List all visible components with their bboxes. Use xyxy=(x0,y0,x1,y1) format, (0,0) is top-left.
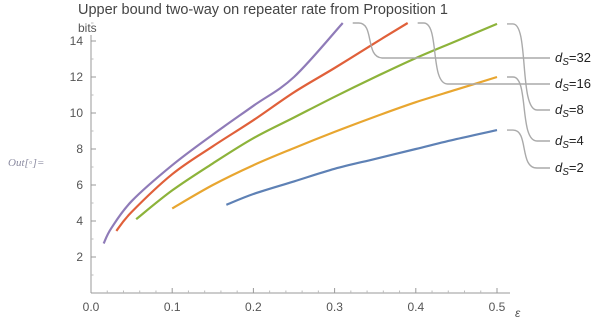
y-tick-label: 2 xyxy=(76,250,83,264)
x-tick-label: 0.3 xyxy=(326,300,343,314)
x-tick-label: 0.0 xyxy=(83,300,100,314)
x-tick-label: 0.1 xyxy=(164,300,181,314)
legend-label: dS=32 xyxy=(555,50,591,68)
y-tick-label: 4 xyxy=(76,214,83,228)
x-axis-label: ε xyxy=(515,306,521,320)
series-line-ds-4 xyxy=(171,75,498,210)
y-tick-label: 12 xyxy=(70,70,84,84)
legend-callout-line xyxy=(417,22,550,85)
x-tick-label: 0.4 xyxy=(407,300,424,314)
legend: dS=32 dS=16 dS=8 dS=4 dS=2 xyxy=(352,22,591,178)
y-tick-label: 14 xyxy=(70,34,84,48)
legend-callout-line xyxy=(507,23,550,111)
legend-callout-line xyxy=(507,129,550,169)
series-layer xyxy=(102,22,498,244)
legend-label: dS=8 xyxy=(555,102,584,120)
series-line-ds-32 xyxy=(102,22,344,244)
legend-callout-line xyxy=(507,76,550,142)
y-tick-label: 8 xyxy=(76,142,83,156)
x-tick-label: 0.5 xyxy=(489,300,506,314)
output-prompt-label: Out[◦]= xyxy=(8,157,45,169)
y-tick-label: 10 xyxy=(70,106,84,120)
legend-label: dS=2 xyxy=(555,160,584,178)
legend-label: dS=16 xyxy=(555,76,591,94)
y-axis-label: bits xyxy=(78,21,97,35)
axes: 0.0 0.1 0.2 0.3 0.4 0.5 2 4 6 8 10 12 14 xyxy=(70,22,510,314)
series-line-ds-2 xyxy=(225,129,498,206)
y-tick-label: 6 xyxy=(76,178,83,192)
series-line-ds-16 xyxy=(115,22,409,232)
x-tick-label: 0.2 xyxy=(245,300,262,314)
series-line-ds-8 xyxy=(135,22,498,221)
legend-callout-line xyxy=(352,22,550,59)
legend-label: dS=4 xyxy=(555,133,584,151)
chart-title: Upper bound two-way on repeater rate fro… xyxy=(78,2,448,18)
